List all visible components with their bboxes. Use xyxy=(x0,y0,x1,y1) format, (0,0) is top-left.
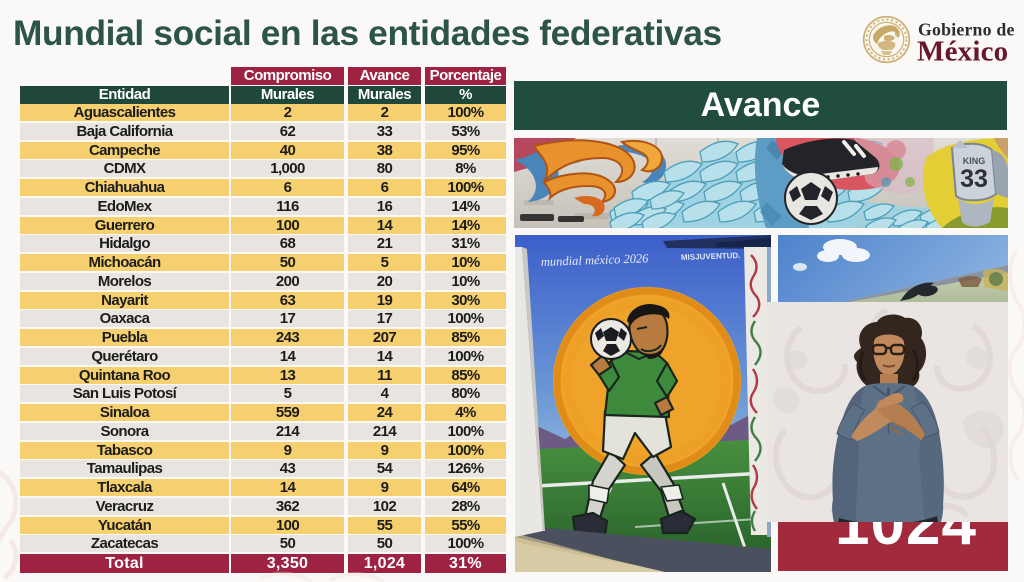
svg-text:33: 33 xyxy=(960,165,988,193)
svg-text:México: México xyxy=(917,36,1008,67)
svg-text:mundial méxico 2026: mundial méxico 2026 xyxy=(541,251,650,269)
svg-text:MISJUVENTUD.: MISJUVENTUD. xyxy=(681,251,741,262)
svg-text:Gobierno de: Gobierno de xyxy=(918,20,1015,40)
svg-text:KING: KING xyxy=(963,156,986,166)
